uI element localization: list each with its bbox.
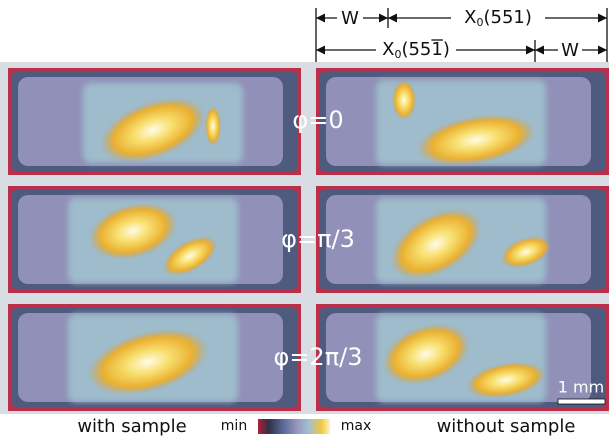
topograph (8, 68, 301, 175)
topograph (8, 304, 301, 411)
intensity-spot (205, 106, 221, 146)
scale-bar (558, 399, 605, 404)
phi-label: φ=0 (292, 106, 343, 134)
colorbar-min: min (221, 418, 247, 434)
scale-label: 1 mm (558, 378, 604, 397)
intensity-spot (392, 80, 416, 120)
w-label: W (341, 8, 359, 29)
topograph (316, 186, 609, 294)
phi-label: φ=π/3 (281, 225, 355, 253)
x0-bar-label: X0(551) (382, 39, 450, 61)
phi-label: φ=2π/3 (273, 343, 362, 371)
topograph (8, 186, 301, 293)
colorbar (258, 419, 330, 434)
w-label: W (561, 40, 579, 61)
x0-label: X0(551) (464, 7, 532, 29)
footer-right: without sample (437, 416, 576, 437)
colorbar-max: max (341, 418, 372, 434)
figure: W X0(551) X0(551) W φ=0 φ=π/3 φ=2π/3 1 m… (0, 0, 609, 437)
topograph (316, 68, 609, 175)
footer-left: with sample (77, 416, 186, 437)
